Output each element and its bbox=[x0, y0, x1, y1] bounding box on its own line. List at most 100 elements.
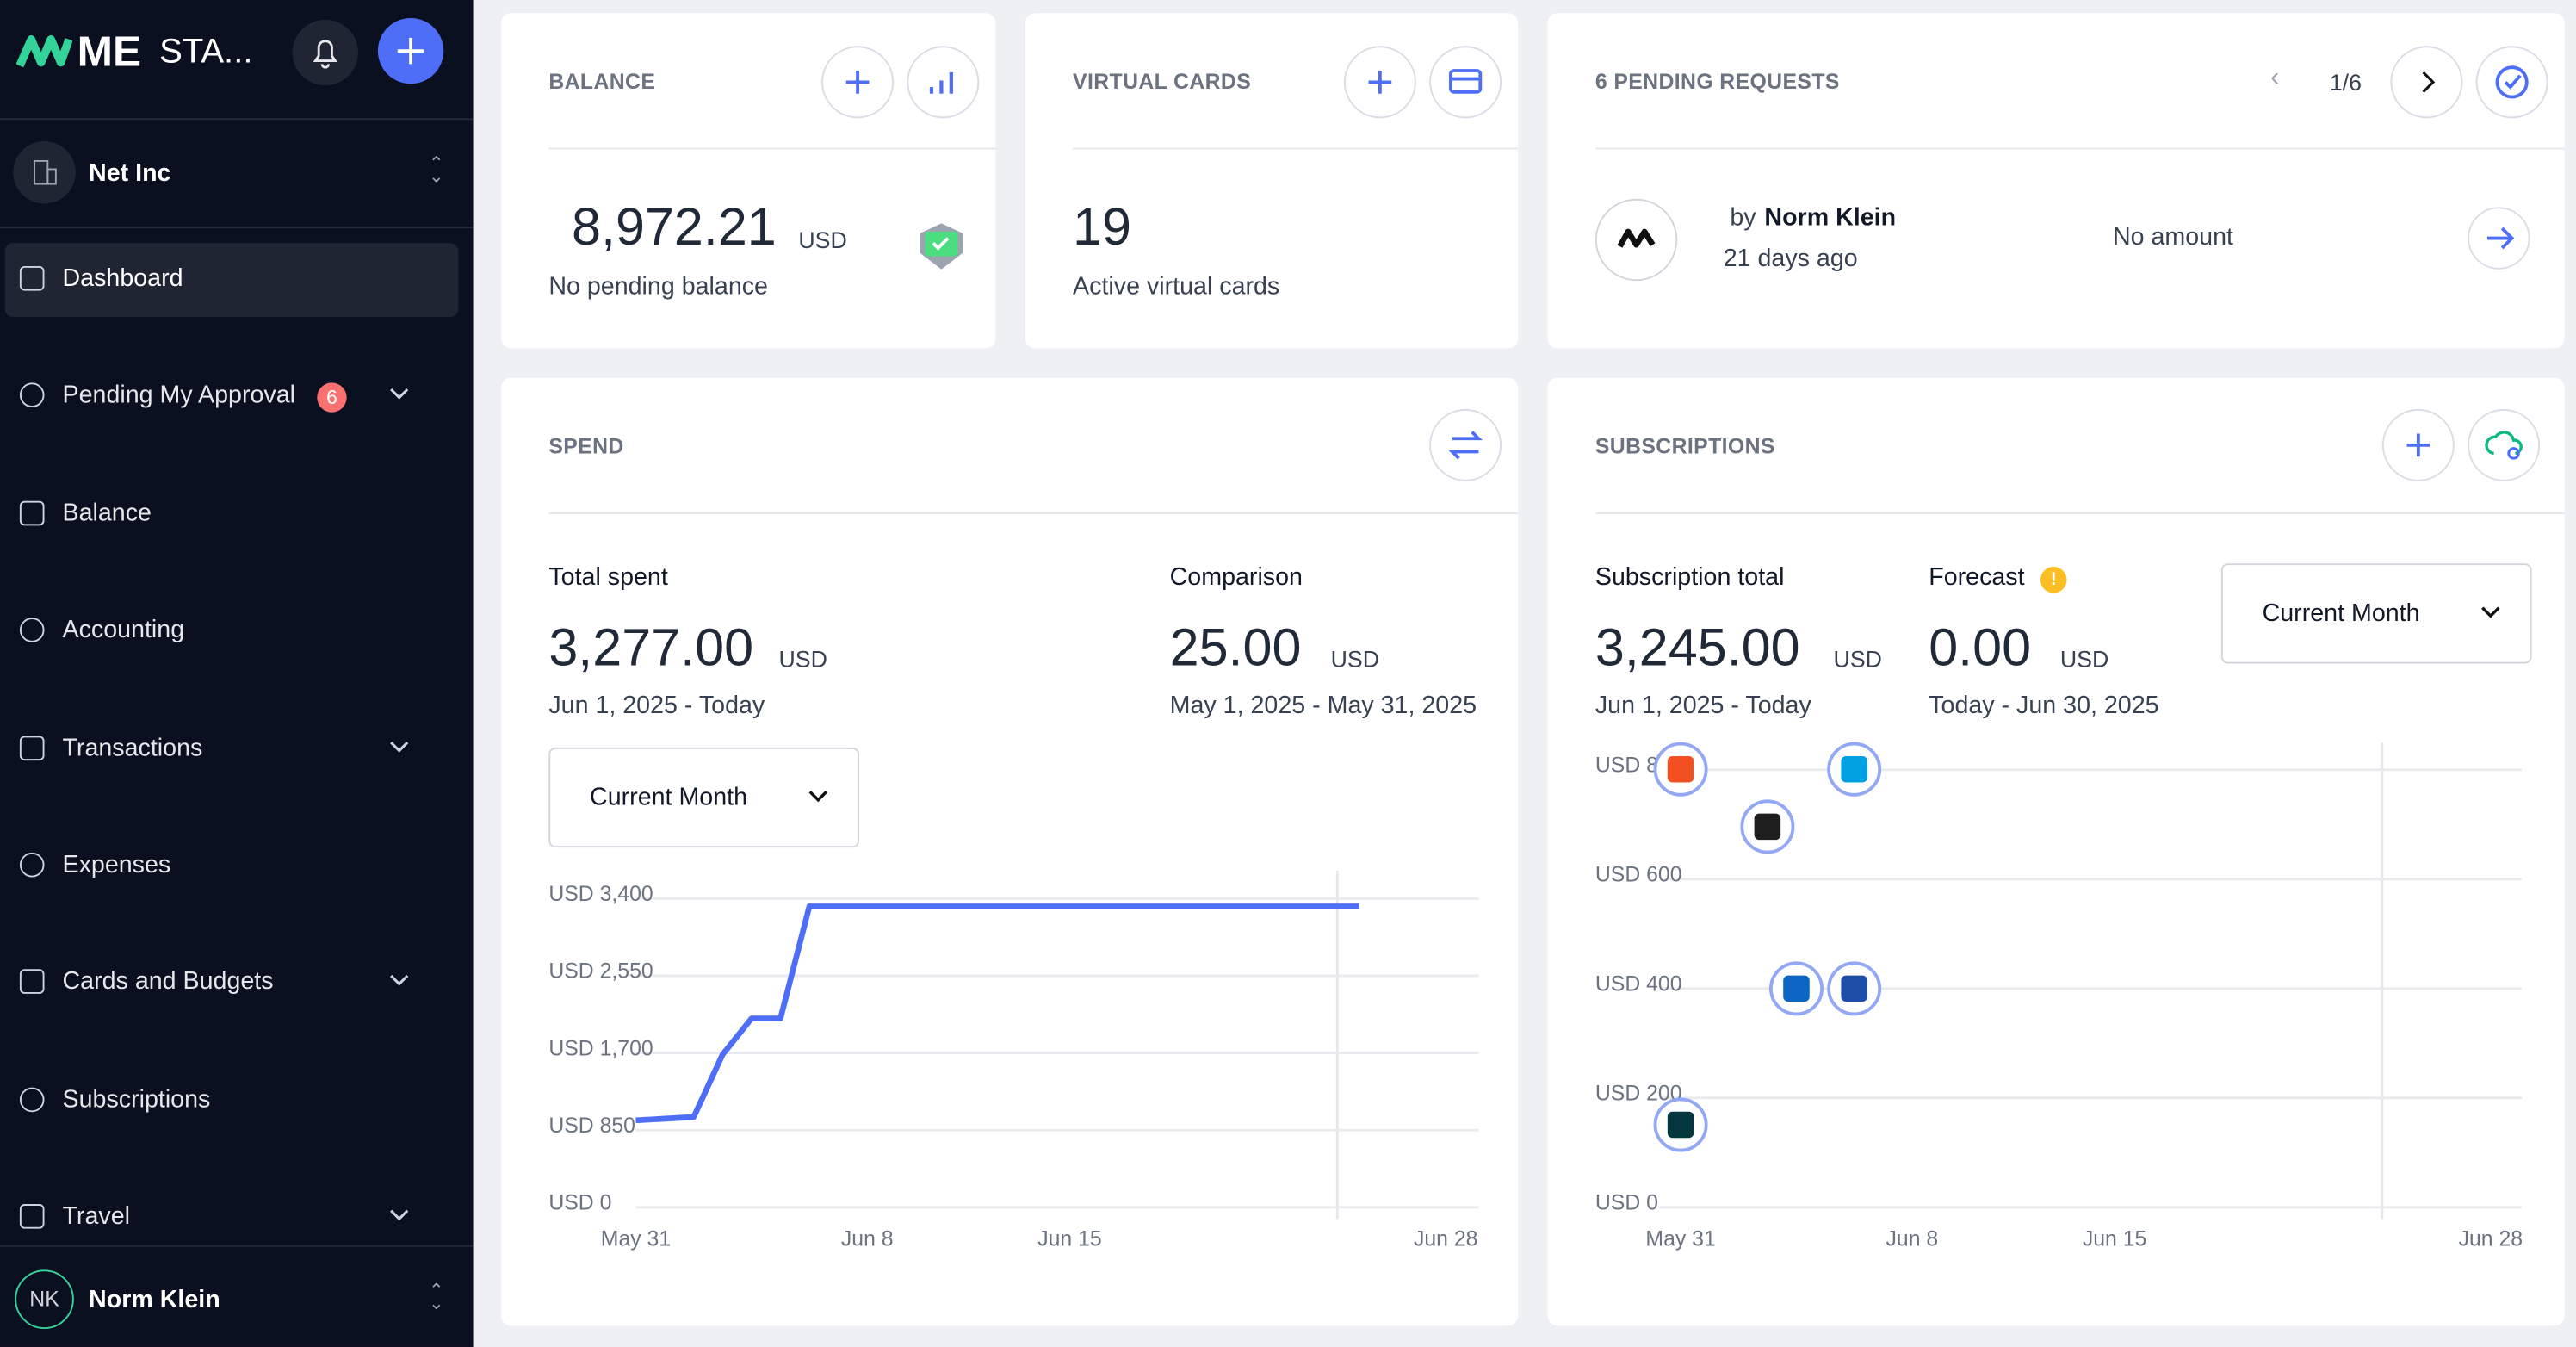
vendor-logo bbox=[1667, 1111, 1694, 1139]
by: by bbox=[1730, 203, 1756, 232]
y-tick-label: USD 600 bbox=[1595, 864, 1682, 887]
org-avatar bbox=[13, 141, 76, 204]
forecast: 0.00 bbox=[1929, 618, 2032, 677]
vendor-logo bbox=[1667, 755, 1694, 783]
swap-button[interactable] bbox=[1429, 408, 1502, 481]
currency: USD bbox=[1833, 645, 1882, 673]
vendor-logo bbox=[1754, 813, 1781, 841]
x-tick-label: Jun 8 bbox=[1886, 1228, 1939, 1251]
period: Jun 1, 2025 - Today bbox=[1595, 691, 1811, 720]
currency: USD bbox=[778, 645, 827, 673]
vendor-logo bbox=[1841, 975, 1867, 1002]
add-button[interactable] bbox=[1343, 46, 1416, 119]
y-tick-label: USD 3,400 bbox=[548, 883, 653, 906]
shield-icon bbox=[920, 223, 963, 270]
add-button[interactable] bbox=[821, 46, 895, 119]
warning-icon: ! bbox=[2040, 567, 2067, 593]
stats-button[interactable] bbox=[907, 46, 980, 119]
y-tick-label: USD 1,700 bbox=[548, 1037, 653, 1060]
prev[interactable]: ‹ bbox=[2270, 64, 2280, 92]
user-switch[interactable]: ⌃ ⌄ bbox=[429, 1281, 444, 1314]
vendor-logo bbox=[1841, 755, 1867, 783]
nav-active bbox=[4, 243, 459, 318]
nav-item[interactable]: Balance bbox=[62, 499, 152, 527]
nav-item[interactable]: Expenses bbox=[62, 850, 171, 879]
currency: USD bbox=[2059, 645, 2109, 673]
card-title: VIRTUAL CARDS bbox=[1073, 69, 1252, 94]
nav-icon bbox=[19, 1087, 45, 1112]
nav-item[interactable]: Travel bbox=[62, 1202, 130, 1231]
nav-item[interactable]: Cards and Budgets bbox=[62, 968, 274, 996]
label: Subscription total bbox=[1595, 563, 1785, 592]
subscription-total: 3,245.00 bbox=[1595, 618, 1800, 677]
spend-card: SPEND Total spent 3,277.00 USD Jun 1, 20… bbox=[501, 377, 1519, 1326]
period: Today - Jun 30, 2025 bbox=[1929, 691, 2159, 720]
add-button[interactable] bbox=[2381, 408, 2455, 481]
nav-item[interactable]: Subscriptions bbox=[62, 1085, 211, 1114]
next-button[interactable] bbox=[2390, 46, 2463, 119]
label: Total spent bbox=[548, 563, 668, 592]
card-count: 19 bbox=[1073, 196, 1131, 257]
period-dropdown[interactable]: Current Month bbox=[2220, 563, 2532, 664]
sidebar: ME STA... Net Inc ⌃ ⌄ Dashboard Pending My… bbox=[0, 0, 474, 1347]
currency: USD bbox=[798, 227, 847, 253]
x-tick-label: Jun 28 bbox=[2459, 1228, 2523, 1251]
label: Forecast bbox=[1929, 563, 2025, 592]
card-note: Active virtual cards bbox=[1073, 272, 1280, 301]
nav-chevron[interactable] bbox=[387, 736, 411, 767]
nav-chevron[interactable] bbox=[387, 970, 411, 1001]
balance-card: BALANCE 8,972.21 USD No pending balance bbox=[501, 13, 996, 349]
nav-chevron[interactable] bbox=[387, 383, 411, 414]
nav-item[interactable]: Accounting bbox=[62, 616, 185, 645]
y-tick-label: USD 2,550 bbox=[548, 960, 653, 984]
currency: USD bbox=[1330, 645, 1380, 673]
notifications[interactable] bbox=[292, 19, 358, 86]
dropdown-text: Current Month bbox=[590, 783, 747, 812]
badge: 6 bbox=[317, 382, 347, 413]
nav-icon bbox=[19, 265, 45, 291]
y-tick-label: USD 400 bbox=[1595, 973, 1682, 996]
brand-rest: STA... bbox=[159, 33, 253, 71]
nav-icon bbox=[19, 852, 45, 878]
logo bbox=[16, 35, 72, 68]
x-tick-label: Jun 28 bbox=[1414, 1228, 1477, 1251]
user-name[interactable]: Norm Klein bbox=[89, 1286, 220, 1314]
nav-item[interactable]: Pending My Approval bbox=[62, 382, 296, 410]
create-button[interactable] bbox=[377, 17, 444, 84]
org-name[interactable]: Net Inc bbox=[89, 159, 171, 188]
nav-chevron[interactable] bbox=[387, 1204, 411, 1235]
org-switch[interactable]: ⌃ ⌄ bbox=[429, 154, 444, 188]
x-tick-label: Jun 15 bbox=[2083, 1228, 2146, 1251]
request-amount: No amount bbox=[2112, 223, 2233, 251]
virtual-cards-card: VIRTUAL CARDS 19 Active virtual cards bbox=[1025, 13, 1519, 349]
spend-line bbox=[635, 903, 1359, 1124]
request-time: 21 days ago bbox=[1723, 245, 1858, 273]
card-button[interactable] bbox=[1429, 46, 1502, 119]
pager: 1/6 bbox=[2329, 69, 2362, 96]
card-title: BALANCE bbox=[548, 69, 656, 94]
total-spent: 3,277.00 bbox=[548, 618, 754, 677]
user-avatar: NK bbox=[15, 1269, 74, 1330]
y-tick-label: USD 0 bbox=[1595, 1192, 1658, 1215]
nav-icon bbox=[19, 1204, 45, 1230]
brand: ME bbox=[77, 26, 142, 76]
request-avatar bbox=[1595, 198, 1678, 282]
x-tick-label: May 31 bbox=[601, 1228, 671, 1251]
open-request[interactable] bbox=[2468, 207, 2530, 270]
cloud-search[interactable] bbox=[2468, 408, 2541, 481]
balance-amount: 8,972.21 bbox=[572, 196, 777, 257]
period-dropdown[interactable]: Current Month bbox=[548, 747, 859, 848]
card-title: SUBSCRIPTIONS bbox=[1595, 433, 1775, 459]
dropdown-text: Current Month bbox=[2262, 599, 2420, 628]
pending-card: 6 PENDING REQUESTS ‹ 1/6 by Norm Klein 2… bbox=[1547, 13, 2565, 349]
nav-item[interactable]: Dashboard bbox=[62, 264, 183, 293]
y-tick-label: USD 0 bbox=[548, 1192, 611, 1215]
vendor-logo bbox=[1783, 975, 1810, 1002]
x-tick-label: May 31 bbox=[1645, 1228, 1715, 1251]
nav-item[interactable]: Transactions bbox=[62, 733, 203, 762]
balance-note: No pending balance bbox=[548, 272, 768, 301]
approve-button[interactable] bbox=[2475, 46, 2548, 119]
nav-icon bbox=[19, 500, 45, 525]
nav-icon bbox=[19, 735, 45, 760]
